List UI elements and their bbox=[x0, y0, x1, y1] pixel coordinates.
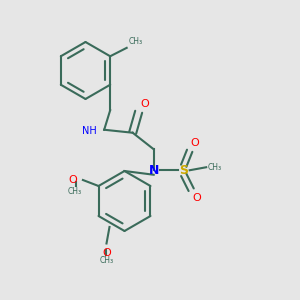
Text: O: O bbox=[192, 193, 201, 203]
Text: O: O bbox=[102, 248, 111, 258]
Text: S: S bbox=[179, 164, 188, 177]
Text: CH₃: CH₃ bbox=[99, 256, 114, 266]
Text: N: N bbox=[148, 164, 159, 177]
Text: CH₃: CH₃ bbox=[128, 38, 142, 46]
Text: O: O bbox=[140, 99, 149, 109]
Text: O: O bbox=[69, 175, 77, 185]
Text: NH: NH bbox=[82, 126, 97, 136]
Text: O: O bbox=[190, 138, 199, 148]
Text: CH₃: CH₃ bbox=[68, 188, 82, 196]
Text: CH₃: CH₃ bbox=[208, 163, 222, 172]
